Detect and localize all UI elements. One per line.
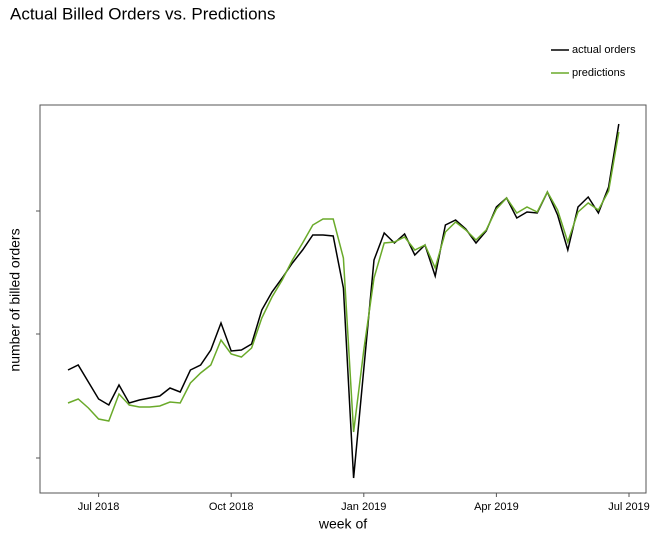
x-axis-label: week of — [318, 516, 367, 532]
legend-label: predictions — [572, 67, 626, 79]
series-line — [67, 123, 620, 479]
x-tick-label: Jul 2019 — [608, 501, 650, 513]
legend-label: actual orders — [572, 44, 636, 56]
series-line — [67, 131, 620, 433]
x-tick-label: Jul 2018 — [78, 501, 120, 513]
y-axis-label: number of billed orders — [7, 228, 23, 371]
x-tick-label: Jan 2019 — [341, 501, 386, 513]
x-tick-label: Apr 2019 — [474, 501, 519, 513]
x-tick-label: Oct 2018 — [209, 501, 254, 513]
chart-title: Actual Billed Orders vs. Predictions — [10, 4, 276, 23]
plot-frame — [39, 104, 647, 494]
